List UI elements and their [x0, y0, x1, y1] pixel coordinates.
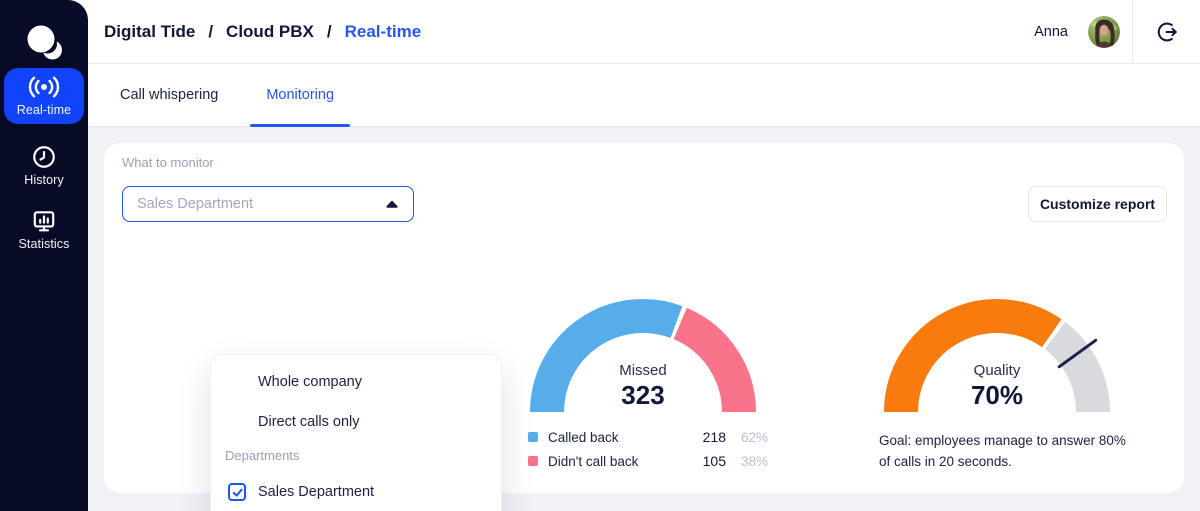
checkbox-checked[interactable]: [228, 483, 246, 501]
tab-bar: Call whispering Monitoring: [88, 64, 1200, 127]
legend-value: 218: [702, 429, 726, 445]
legend-value: 105: [702, 453, 726, 469]
header: Digital Tide / Cloud PBX / Real-time Ann…: [88, 0, 1200, 64]
monitor-select[interactable]: Sales Department: [122, 186, 414, 222]
sidebar-item-label: Real-time: [16, 103, 72, 117]
quality-gauge-chart: [884, 299, 1110, 413]
option-whole-company[interactable]: Whole company: [258, 374, 362, 390]
avatar-image: [1088, 16, 1120, 48]
monitor-dropdown: Whole company Direct calls only Departme…: [210, 354, 502, 511]
logo-icon: [27, 25, 62, 60]
breadcrumb-item[interactable]: Digital Tide: [104, 22, 196, 41]
breadcrumb: Digital Tide / Cloud PBX / Real-time: [104, 0, 421, 64]
quality-goal-note: Goal: employees manage to answer 80% of …: [879, 433, 1126, 469]
gauge-value: 70%: [970, 380, 1024, 410]
option-direct-calls-only[interactable]: Direct calls only: [258, 414, 360, 430]
checkbox-row-sales-department[interactable]: Sales Department: [211, 475, 501, 509]
avatar[interactable]: [1088, 16, 1120, 48]
logout-icon: [1157, 22, 1177, 42]
legend-row-called-back: Called back 218 62%: [523, 425, 768, 449]
breadcrumb-separator: /: [326, 22, 332, 41]
quality-gauge: Quality 70%: [877, 292, 1117, 418]
tab-monitoring[interactable]: Monitoring: [250, 64, 350, 127]
logout-button[interactable]: [1146, 10, 1190, 54]
sidebar-item-history[interactable]: History: [4, 138, 84, 194]
breadcrumb-separator: /: [208, 22, 214, 41]
breadcrumb-item-current: Real-time: [344, 22, 422, 41]
goal-marker-tick: [1057, 338, 1098, 369]
what-to-monitor-label: What to monitor: [122, 155, 214, 170]
legend-label: Called back: [548, 429, 619, 445]
monitor-select-value: Sales Department: [137, 196, 254, 212]
legend-row-didnt-call-back: Didn't call back 105 38%: [523, 449, 768, 473]
didnt-call-back-swatch: [528, 456, 538, 466]
chevron-up-icon: [386, 200, 398, 208]
page-body: What to monitor Sales Department Customi…: [88, 127, 1200, 511]
legend-label: Didn't call back: [548, 453, 639, 469]
missed-gauge-legend: Called back 218 62% Didn't call back 105…: [523, 425, 768, 473]
app-logo: [0, 8, 88, 60]
tab-call-whispering[interactable]: Call whispering: [120, 87, 219, 103]
sidebar-item-real-time[interactable]: Real-time: [4, 68, 84, 124]
checkbox-label: Sales Department: [258, 484, 375, 500]
sidebar-item-statistics[interactable]: Statistics: [4, 202, 84, 258]
legend-percent: 62%: [740, 429, 768, 445]
departments-group-label: Departments: [225, 448, 300, 463]
checkmark-icon: [232, 488, 243, 497]
header-divider: [1132, 0, 1133, 64]
broadcast-icon: [26, 75, 62, 99]
statistics-monitor-icon: [26, 209, 62, 233]
missed-gauge-chart: [530, 299, 756, 413]
sidebar: Real-time History: [0, 0, 88, 511]
legend-percent: 38%: [740, 453, 768, 469]
breadcrumb-item[interactable]: Cloud PBX: [226, 22, 314, 41]
gauge-title: Missed: [619, 362, 667, 379]
clock-icon: [26, 145, 62, 169]
gauge-value: 323: [621, 380, 665, 410]
missed-gauge: Missed 323: [523, 292, 763, 418]
customize-report-button[interactable]: Customize report: [1028, 186, 1167, 222]
sidebar-item-label: Statistics: [18, 237, 70, 251]
sidebar-item-label: History: [24, 173, 64, 187]
called-back-swatch: [528, 432, 538, 442]
gauge-title: Quality: [973, 362, 1021, 379]
user-name: Anna: [1034, 24, 1068, 40]
